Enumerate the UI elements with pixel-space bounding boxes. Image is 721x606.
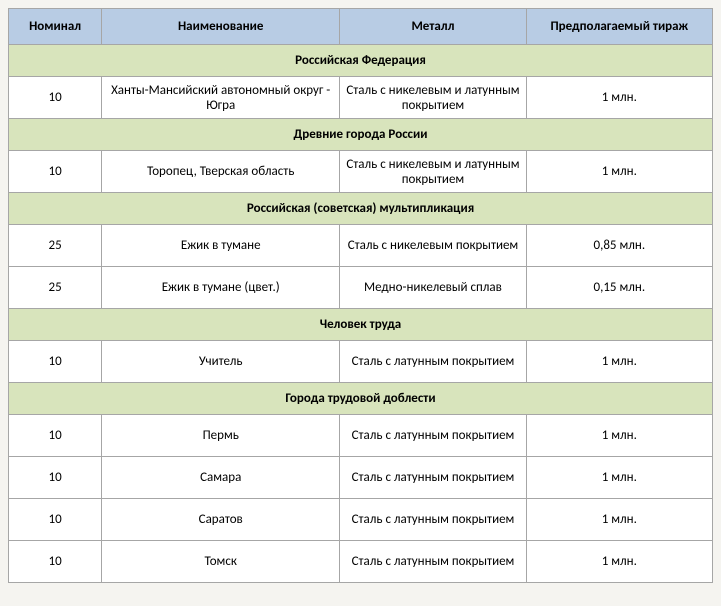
section-title: Российская Федерация [9, 45, 713, 77]
section-title: Города трудовой доблести [9, 383, 713, 415]
cell-name: Томск [102, 541, 340, 583]
section-title: Древние города России [9, 119, 713, 151]
section-title-row: Города трудовой доблести [9, 383, 713, 415]
cell-metal: Сталь с латунным покрытием [340, 541, 526, 583]
cell-nominal: 25 [9, 267, 102, 309]
cell-name: Торопец, Тверская область [102, 151, 340, 193]
table-row: 10 Ханты-Мансийский автономный округ - Ю… [9, 77, 713, 119]
cell-name: Саратов [102, 499, 340, 541]
cell-name: Учитель [102, 341, 340, 383]
cell-metal: Медно-никелевый сплав [340, 267, 526, 309]
table-row: 10 Томск Сталь с латунным покрытием 1 мл… [9, 541, 713, 583]
cell-nominal: 10 [9, 457, 102, 499]
cell-nominal: 10 [9, 499, 102, 541]
cell-metal: Сталь с никелевым и латунным покрытием [340, 77, 526, 119]
cell-tirage: 0,15 млн. [526, 267, 712, 309]
section-title: Российская (советская) мультипликация [9, 193, 713, 225]
section-title-row: Человек труда [9, 309, 713, 341]
cell-name: Ежик в тумане [102, 225, 340, 267]
header-tirage: Предполагаемый тираж [526, 9, 712, 45]
header-row: Номинал Наименование Металл Предполагаем… [9, 9, 713, 45]
cell-nominal: 10 [9, 415, 102, 457]
table-row: 10 Самара Сталь с латунным покрытием 1 м… [9, 457, 713, 499]
cell-name: Самара [102, 457, 340, 499]
table-row: 25 Ежик в тумане (цвет.) Медно-никелевый… [9, 267, 713, 309]
cell-nominal: 10 [9, 77, 102, 119]
cell-nominal: 10 [9, 541, 102, 583]
cell-nominal: 10 [9, 151, 102, 193]
header-metal: Металл [340, 9, 526, 45]
cell-tirage: 1 млн. [526, 457, 712, 499]
cell-nominal: 25 [9, 225, 102, 267]
cell-tirage: 1 млн. [526, 341, 712, 383]
cell-tirage: 1 млн. [526, 541, 712, 583]
cell-name: Ежик в тумане (цвет.) [102, 267, 340, 309]
section-title-row: Древние города России [9, 119, 713, 151]
cell-metal: Сталь с латунным покрытием [340, 341, 526, 383]
cell-metal: Сталь с никелевым покрытием [340, 225, 526, 267]
cell-metal: Сталь с латунным покрытием [340, 457, 526, 499]
section-title-row: Российская (советская) мультипликация [9, 193, 713, 225]
table-row: 25 Ежик в тумане Сталь с никелевым покры… [9, 225, 713, 267]
cell-metal: Сталь с латунным покрытием [340, 499, 526, 541]
cell-tirage: 1 млн. [526, 415, 712, 457]
cell-name: Ханты-Мансийский автономный округ - Югра [102, 77, 340, 119]
table-row: 10 Пермь Сталь с латунным покрытием 1 мл… [9, 415, 713, 457]
cell-nominal: 10 [9, 341, 102, 383]
table-row: 10 Саратов Сталь с латунным покрытием 1 … [9, 499, 713, 541]
cell-tirage: 1 млн. [526, 499, 712, 541]
cell-tirage: 0,85 млн. [526, 225, 712, 267]
header-nominal: Номинал [9, 9, 102, 45]
header-name: Наименование [102, 9, 340, 45]
cell-metal: Сталь с латунным покрытием [340, 415, 526, 457]
cell-metal: Сталь с никелевым и латунным покрытием [340, 151, 526, 193]
coins-table: Номинал Наименование Металл Предполагаем… [8, 8, 713, 583]
table-body: Российская Федерация 10 Ханты-Мансийский… [9, 45, 713, 583]
cell-tirage: 1 млн. [526, 151, 712, 193]
cell-tirage: 1 млн. [526, 77, 712, 119]
table-row: 10 Торопец, Тверская область Сталь с ник… [9, 151, 713, 193]
section-title-row: Российская Федерация [9, 45, 713, 77]
section-title: Человек труда [9, 309, 713, 341]
table-row: 10 Учитель Сталь с латунным покрытием 1 … [9, 341, 713, 383]
cell-name: Пермь [102, 415, 340, 457]
